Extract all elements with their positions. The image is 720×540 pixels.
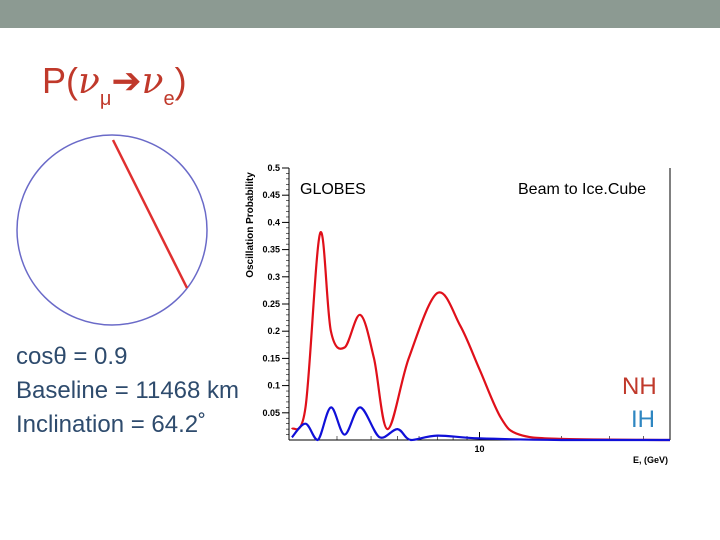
y-tick-label: 0.2: [267, 326, 280, 336]
y-tick-label: 0.45: [262, 190, 280, 200]
title-nu-symbol-2: ν: [141, 61, 164, 102]
title-nu-symbol: ν: [78, 61, 100, 102]
series-line-ih: [291, 406, 670, 442]
legend-nh: NH: [622, 373, 657, 400]
x-tick-label: 10: [474, 444, 484, 454]
y-tick-label: 0.25: [262, 299, 280, 309]
y-axis-label: Oscillation Probability: [245, 172, 256, 278]
series-lines: [290, 231, 671, 442]
y-tick-label: 0.35: [262, 245, 280, 255]
baseline-text: Baseline = 11468 km: [16, 377, 240, 404]
x-axis-label: E, (GeV): [633, 455, 668, 465]
title-suffix: ): [174, 60, 187, 101]
y-tick-label: 0.1: [267, 381, 280, 391]
baseline-chord: [111, 139, 189, 289]
inclination-text: Inclination = 64.2˚: [16, 411, 207, 438]
title-prefix: P(: [42, 60, 78, 101]
title-arrow: ➔: [111, 60, 142, 101]
y-tick-label: 0.15: [262, 353, 280, 363]
title-subscript-e: e: [163, 88, 175, 110]
title-subscript-mu: μ: [99, 88, 112, 110]
beam-annotation: Beam to Ice.Cube: [518, 181, 646, 198]
y-tick-label: 0.4: [267, 217, 280, 227]
y-tick-label: 0.3: [267, 272, 280, 282]
series-line-nh: [290, 231, 671, 442]
x-ticks: 10: [288, 432, 671, 454]
y-tick-label: 0.05: [262, 408, 280, 418]
slide-title: P(νμ➔νe): [42, 60, 187, 110]
globes-annotation: GLOBES: [300, 181, 366, 198]
y-tick-label: 0.5: [267, 163, 280, 173]
cos-theta-text: cosθ = 0.9: [16, 343, 128, 370]
y-ticks: 0.05 0.1 0.15 0.2 0.25 0.3 0.35 0.4 0.45 0.5: [262, 163, 289, 435]
legend-ih: IH: [631, 406, 655, 433]
earth-circle: [16, 134, 208, 326]
header-bar: [0, 0, 720, 28]
